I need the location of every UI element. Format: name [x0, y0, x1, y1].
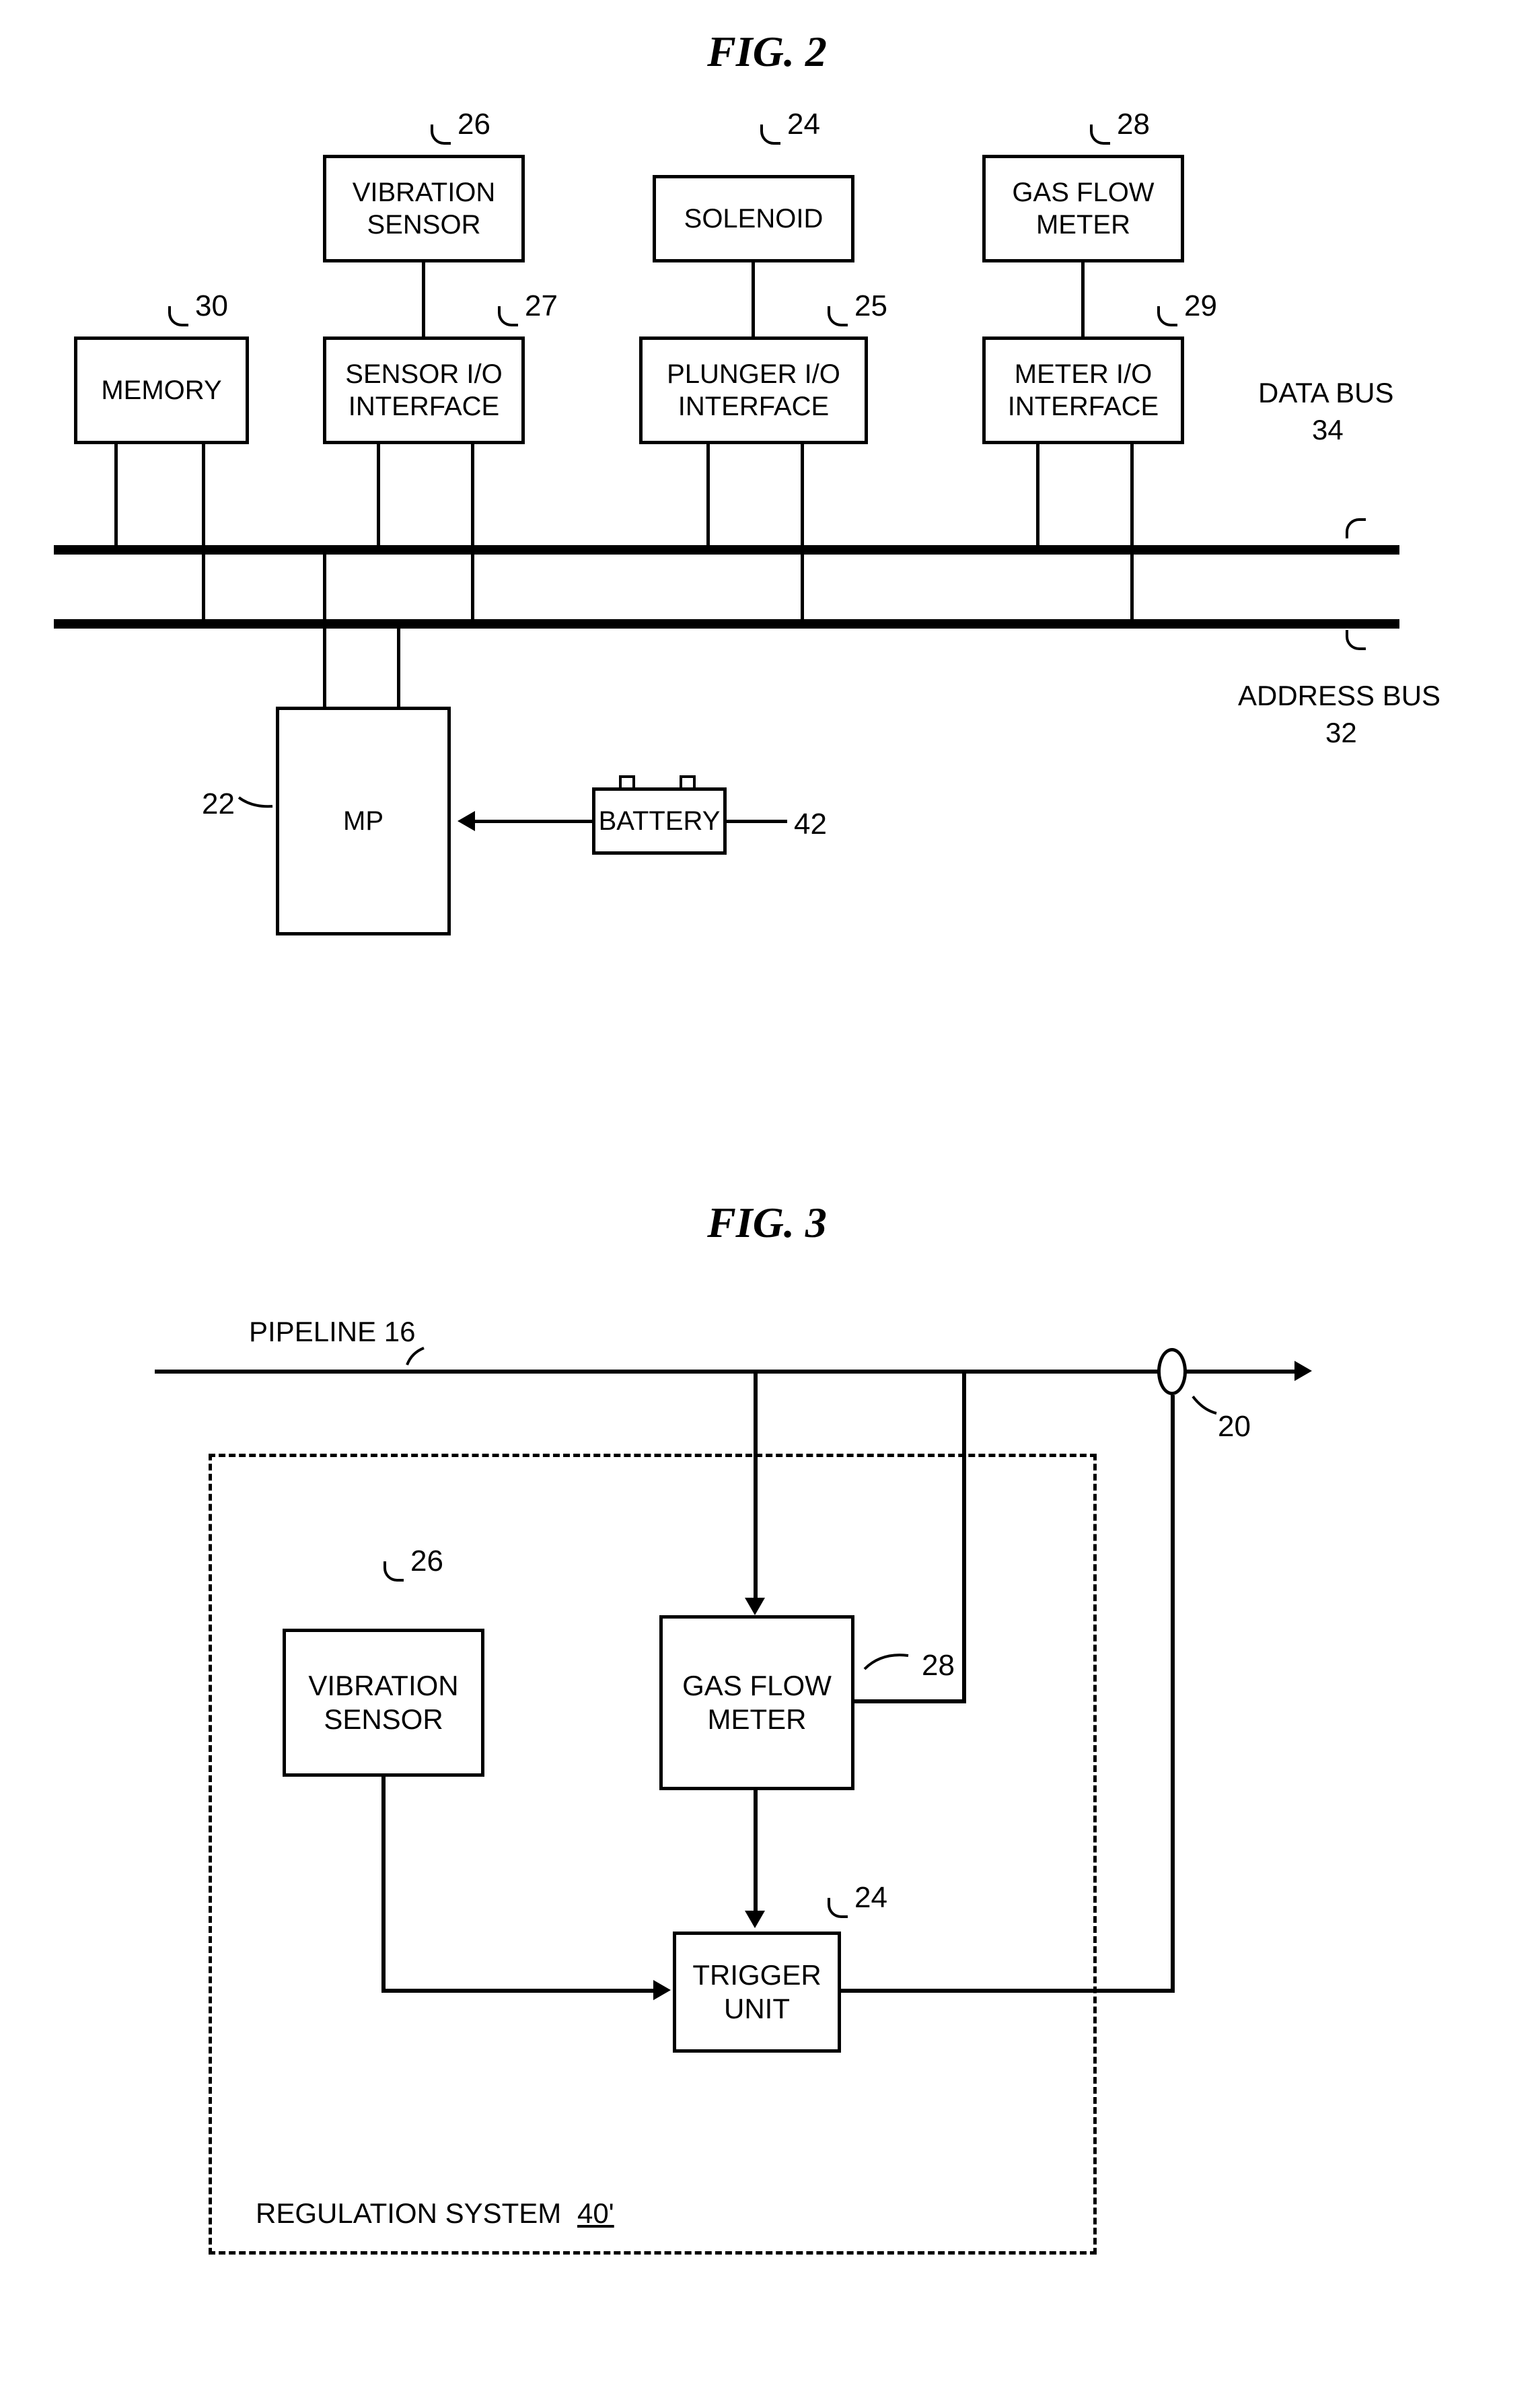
- ref-tick-icon: [498, 306, 518, 326]
- ref-tick-icon: [828, 306, 848, 326]
- gfm-to-trigger-arrow: [754, 1790, 758, 1915]
- connector-line: [202, 444, 205, 623]
- connector-line: [801, 444, 804, 623]
- plunger-io-box: PLUNGER I/O INTERFACE: [639, 337, 868, 444]
- connector-line: [422, 262, 425, 337]
- trigger-out-h: [841, 1989, 1171, 1993]
- connector-line: [114, 444, 118, 548]
- battery-terminal-icon: [680, 775, 696, 787]
- gfm-branch-up: [962, 1373, 966, 1703]
- pipeline-to-gfm-arrow: [754, 1373, 758, 1602]
- valve-icon: [1157, 1348, 1187, 1395]
- connector-line: [397, 629, 400, 707]
- battery-to-mp-arrow: [471, 820, 592, 823]
- ref-tick-icon: [1190, 1393, 1223, 1420]
- ref-24-fig3: 24: [854, 1881, 887, 1915]
- ref-28-fig3: 28: [922, 1649, 955, 1683]
- ref-40-prime: 40': [577, 2197, 614, 2229]
- trigger-out-v: [1171, 1395, 1175, 1993]
- ref-22: 22: [202, 787, 235, 821]
- ref-tick-icon: [404, 1345, 431, 1372]
- connector-line: [377, 444, 380, 548]
- ref-tick-icon: [861, 1649, 915, 1683]
- vs-down-line: [381, 1777, 386, 1992]
- connector-line: [752, 262, 755, 337]
- ref-tick-icon: [1157, 306, 1177, 326]
- connector-line: [323, 555, 326, 707]
- gas-flow-meter-box-fig3: GAS FLOW METER: [659, 1615, 854, 1790]
- connector-line: [1036, 444, 1039, 548]
- meter-io-box: METER I/O INTERFACE: [982, 337, 1184, 444]
- ref-27: 27: [525, 289, 558, 323]
- ref-42: 42: [794, 808, 827, 841]
- ref-tick-icon: [1346, 630, 1366, 650]
- gas-flow-meter-box: GAS FLOW METER: [982, 155, 1184, 262]
- vibration-sensor-box: VIBRATION SENSOR: [323, 155, 525, 262]
- ref-tick-icon: [1346, 518, 1366, 538]
- ref-tick-icon: [1090, 125, 1110, 145]
- ref-tick-icon: [431, 125, 451, 145]
- pipeline-line: [155, 1370, 1299, 1374]
- connector-line: [471, 444, 474, 623]
- ref-29: 29: [1184, 289, 1217, 323]
- fig2-title: FIG. 2: [0, 27, 1534, 77]
- data-bus-ref: 34: [1312, 414, 1344, 446]
- address-bus-ref: 32: [1325, 717, 1357, 749]
- connector-line: [1130, 444, 1134, 623]
- ref-30: 30: [195, 289, 228, 323]
- memory-box: MEMORY: [74, 337, 249, 444]
- regulation-system-label: REGULATION SYSTEM 40': [256, 2197, 614, 2230]
- ref-tick-icon: [760, 125, 780, 145]
- connector-line: [727, 820, 787, 823]
- trigger-unit-box: TRIGGER UNIT: [673, 1932, 841, 2053]
- mp-box: MP: [276, 707, 451, 935]
- ref-tick-icon: [235, 794, 276, 821]
- battery-terminal-icon: [619, 775, 635, 787]
- fig3-title: FIG. 3: [0, 1198, 1534, 1248]
- pipeline-label: PIPELINE 16: [249, 1316, 415, 1348]
- ref-25: 25: [854, 289, 887, 323]
- connector-line: [706, 444, 710, 548]
- ref-28: 28: [1117, 108, 1150, 141]
- connector-line: [1081, 262, 1085, 337]
- address-bus-label: ADDRESS BUS: [1238, 680, 1440, 712]
- ref-tick-icon: [168, 306, 188, 326]
- sensor-io-box: SENSOR I/O INTERFACE: [323, 337, 525, 444]
- data-bus-line: [54, 545, 1399, 555]
- data-bus-label: DATA BUS: [1258, 377, 1394, 409]
- gfm-branch-h: [854, 1699, 966, 1703]
- address-bus-line: [54, 619, 1399, 629]
- solenoid-box: SOLENOID: [653, 175, 854, 262]
- battery-box: BATTERY: [592, 787, 727, 855]
- vs-to-trigger-arrow: [381, 1989, 657, 1993]
- vibration-sensor-box-fig3: VIBRATION SENSOR: [283, 1629, 484, 1777]
- ref-24: 24: [787, 108, 820, 141]
- regulation-system-text: REGULATION SYSTEM: [256, 2197, 561, 2229]
- ref-26-fig3: 26: [410, 1545, 443, 1578]
- ref-26: 26: [458, 108, 490, 141]
